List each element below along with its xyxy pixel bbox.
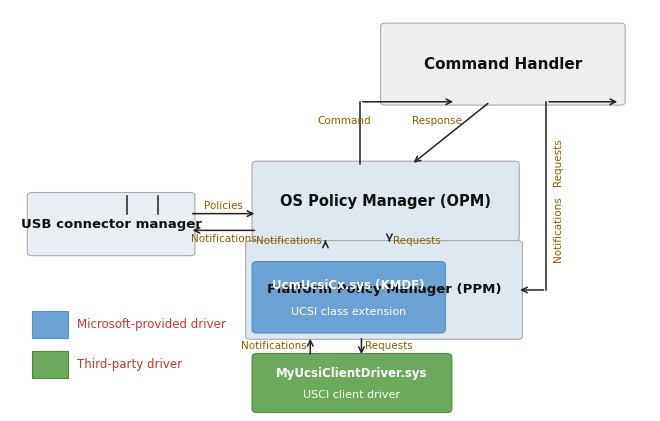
Text: MyUcsiClientDriver.sys: MyUcsiClientDriver.sys (276, 367, 428, 380)
Text: Requests: Requests (393, 236, 440, 246)
Text: Third-party driver: Third-party driver (77, 358, 183, 371)
Text: Platform Policy Manager (PPM): Platform Policy Manager (PPM) (267, 283, 502, 296)
Text: Microsoft-provided driver: Microsoft-provided driver (77, 318, 226, 331)
FancyBboxPatch shape (27, 192, 195, 256)
Text: Policies: Policies (204, 201, 243, 211)
Text: Notifications: Notifications (553, 197, 563, 262)
FancyBboxPatch shape (252, 354, 452, 413)
FancyBboxPatch shape (32, 351, 68, 378)
FancyBboxPatch shape (252, 161, 519, 241)
Text: Requests: Requests (364, 341, 412, 352)
Text: Requests: Requests (553, 139, 563, 186)
Text: OS Policy Manager (OPM): OS Policy Manager (OPM) (280, 194, 491, 208)
FancyBboxPatch shape (381, 23, 625, 105)
Text: Notifications: Notifications (191, 234, 256, 244)
FancyBboxPatch shape (246, 241, 523, 339)
Text: Command: Command (317, 116, 371, 125)
Text: UCSI class extension: UCSI class extension (291, 306, 407, 317)
Text: Command Handler: Command Handler (424, 56, 582, 72)
Text: Notifications: Notifications (242, 341, 307, 352)
FancyBboxPatch shape (252, 261, 446, 333)
Text: Response: Response (412, 116, 462, 125)
Text: UcmUcsiCx.sys (KMDF): UcmUcsiCx.sys (KMDF) (273, 279, 425, 292)
Text: USCI client driver: USCI client driver (304, 389, 401, 400)
Text: Notifications: Notifications (257, 236, 322, 246)
Text: USB connector manager: USB connector manager (20, 218, 201, 231)
FancyBboxPatch shape (32, 311, 68, 338)
